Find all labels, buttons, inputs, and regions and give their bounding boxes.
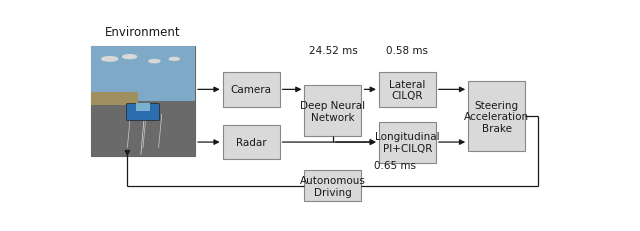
Text: Longitudinal
PI+CILQR: Longitudinal PI+CILQR — [375, 132, 440, 153]
FancyBboxPatch shape — [379, 73, 436, 107]
Ellipse shape — [102, 58, 118, 62]
Ellipse shape — [169, 58, 179, 61]
Text: 0.65 ms: 0.65 ms — [374, 161, 416, 171]
FancyBboxPatch shape — [91, 102, 195, 157]
Text: Lateral
CILQR: Lateral CILQR — [389, 79, 426, 101]
Text: 0.58 ms: 0.58 ms — [387, 46, 428, 56]
Text: Radar: Radar — [236, 137, 266, 147]
FancyBboxPatch shape — [223, 125, 280, 160]
Text: Deep Neural
Network: Deep Neural Network — [300, 100, 365, 122]
FancyBboxPatch shape — [305, 170, 362, 202]
Ellipse shape — [149, 60, 160, 64]
FancyBboxPatch shape — [305, 86, 362, 137]
Text: 24.52 ms: 24.52 ms — [308, 46, 357, 56]
Text: Steering
Acceleration
Brake: Steering Acceleration Brake — [464, 100, 529, 133]
Text: Environment: Environment — [105, 26, 181, 39]
Ellipse shape — [123, 55, 136, 59]
FancyBboxPatch shape — [136, 103, 150, 112]
Text: Autonomous
Driving: Autonomous Driving — [300, 175, 366, 197]
FancyBboxPatch shape — [91, 46, 195, 157]
FancyBboxPatch shape — [91, 46, 195, 104]
FancyBboxPatch shape — [223, 73, 280, 107]
FancyBboxPatch shape — [91, 93, 138, 106]
FancyBboxPatch shape — [468, 82, 525, 151]
FancyBboxPatch shape — [379, 122, 436, 163]
Text: Camera: Camera — [230, 85, 271, 95]
FancyBboxPatch shape — [127, 104, 159, 121]
